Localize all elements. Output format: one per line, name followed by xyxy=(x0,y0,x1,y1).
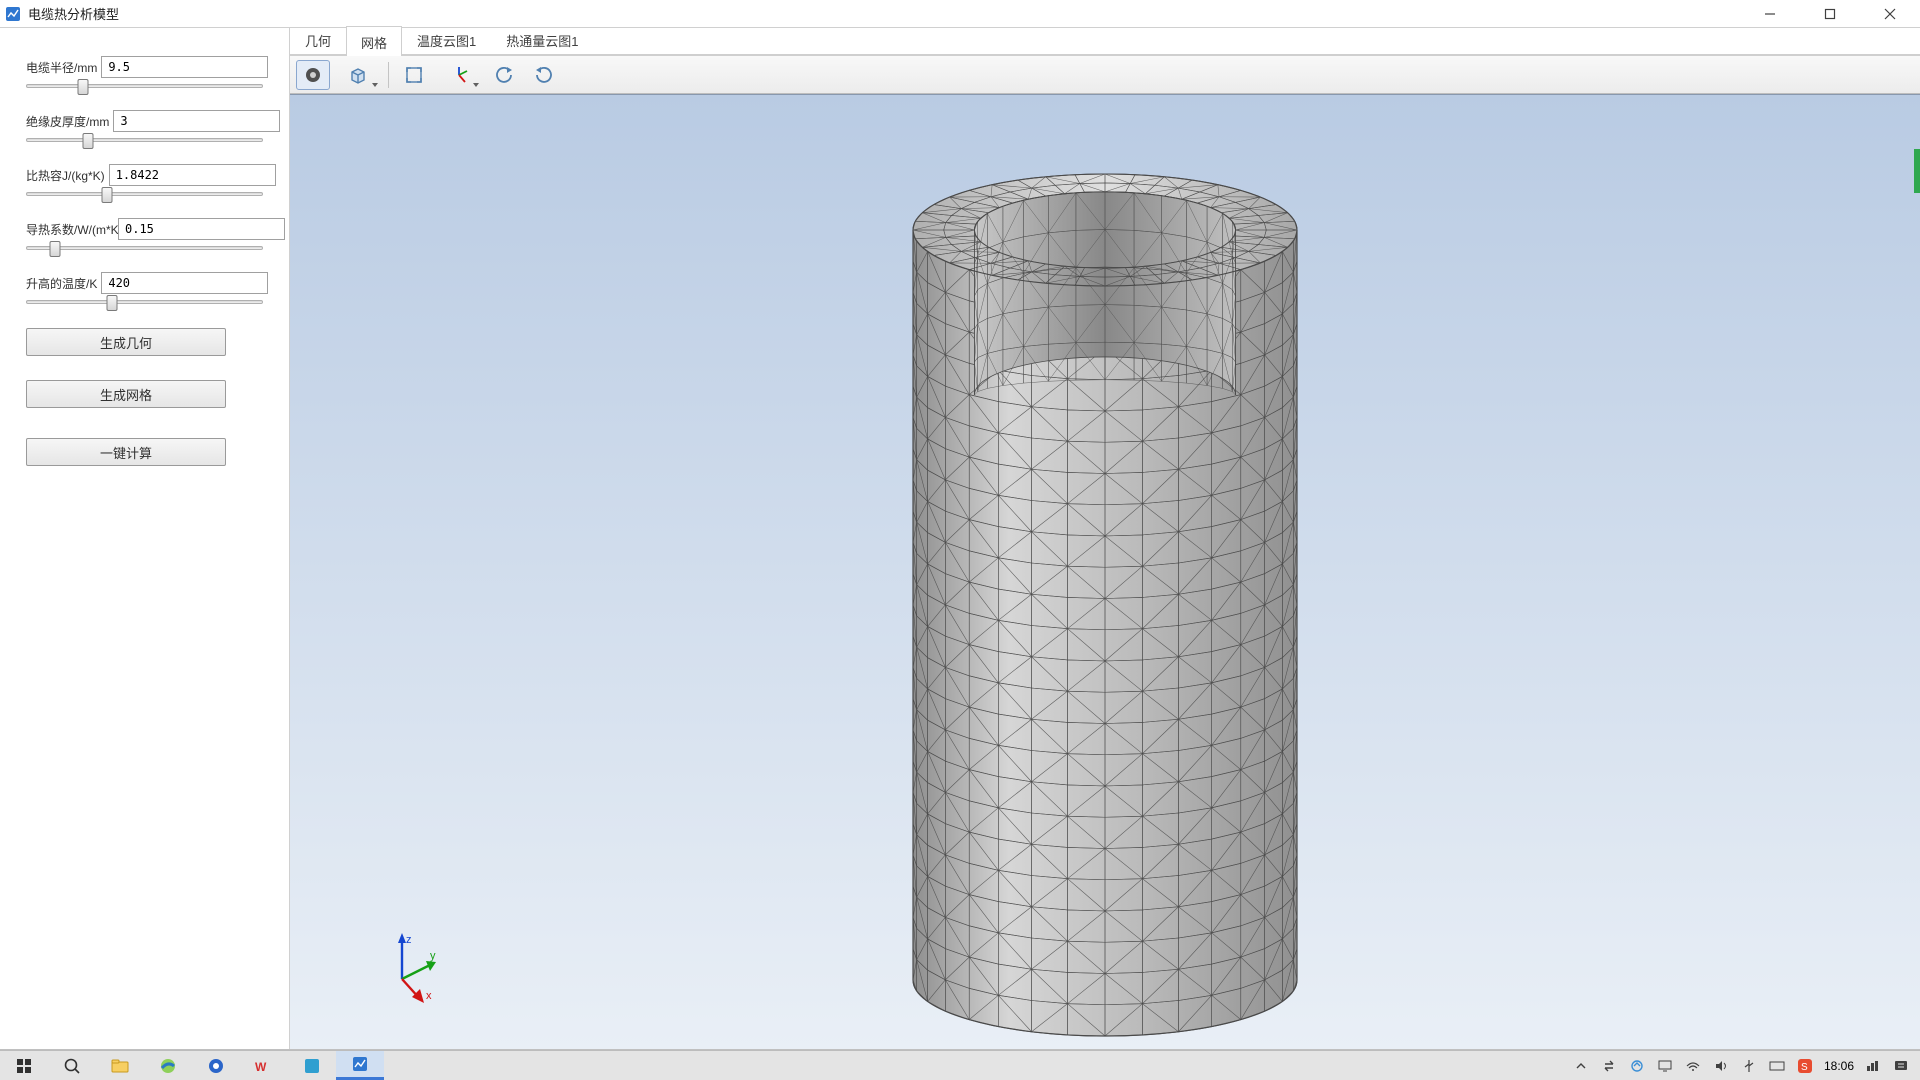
tray-keyboard-icon[interactable] xyxy=(1768,1057,1786,1075)
search-icon[interactable] xyxy=(48,1051,96,1080)
param-input-3[interactable] xyxy=(118,218,285,240)
browser-icon[interactable] xyxy=(192,1051,240,1080)
tray-chevron-icon[interactable] xyxy=(1572,1057,1590,1075)
rotate-cw-icon[interactable] xyxy=(527,60,561,90)
param-label: 电缆半径/mm xyxy=(26,59,97,76)
param-input-1[interactable] xyxy=(113,110,280,132)
maximize-button[interactable] xyxy=(1800,0,1860,28)
view-tabs: 几何网格温度云图1热通量云图1 xyxy=(290,28,1920,56)
tray-clock[interactable]: 18:06 xyxy=(1824,1059,1854,1073)
fit-view-icon[interactable] xyxy=(397,60,431,90)
param-slider-2[interactable] xyxy=(26,192,263,196)
browser-edge-icon[interactable] xyxy=(144,1051,192,1080)
tray-stats-icon[interactable] xyxy=(1864,1057,1882,1075)
file-explorer-icon[interactable] xyxy=(96,1051,144,1080)
window-controls xyxy=(1740,0,1920,28)
viewport-3d[interactable]: z y x xyxy=(290,94,1920,1049)
orientation-axes-icon[interactable] xyxy=(437,60,481,90)
tray-usb-icon[interactable] xyxy=(1740,1057,1758,1075)
box-cube-icon[interactable] xyxy=(336,60,380,90)
sidebar-panel: 电缆半径/mm 绝缘皮厚度/mm 比热容J/(kg*K) 导热系数/W/(m*K… xyxy=(0,28,290,1049)
param-input-2[interactable] xyxy=(109,164,276,186)
svg-text:x: x xyxy=(426,990,432,1002)
svg-text:S: S xyxy=(1801,1062,1808,1073)
param-input-0[interactable] xyxy=(101,56,268,78)
close-button[interactable] xyxy=(1860,0,1920,28)
render-mode-icon[interactable] xyxy=(296,60,330,90)
current-app-icon[interactable] xyxy=(336,1051,384,1080)
tray-monitor-icon[interactable] xyxy=(1656,1057,1674,1075)
minimize-button[interactable] xyxy=(1740,0,1800,28)
wps-icon[interactable]: W xyxy=(240,1051,288,1080)
tray-volume-icon[interactable] xyxy=(1712,1057,1730,1075)
param-slider-4[interactable] xyxy=(26,300,263,304)
param-label: 比热容J/(kg*K) xyxy=(26,167,105,184)
start-button[interactable] xyxy=(0,1051,48,1080)
view-toolbar xyxy=(290,56,1920,94)
tray-cloud-icon[interactable] xyxy=(1628,1057,1646,1075)
svg-text:W: W xyxy=(255,1060,267,1074)
param-label: 绝缘皮厚度/mm xyxy=(26,113,109,130)
orientation-triad: z y x xyxy=(384,933,440,989)
taskbar: W S 18:06 xyxy=(0,1050,1920,1080)
app-icon-blue[interactable] xyxy=(288,1051,336,1080)
param-label: 导热系数/W/(m*K) xyxy=(26,221,114,238)
rotate-ccw-icon[interactable] xyxy=(487,60,521,90)
tab-0[interactable]: 几何 xyxy=(290,24,346,54)
window-title: 电缆热分析模型 xyxy=(28,4,119,23)
mesh-canvas xyxy=(290,95,1920,1049)
tray-notifications-icon[interactable] xyxy=(1892,1057,1910,1075)
action-button-2[interactable]: 一键计算 xyxy=(26,438,226,466)
side-handle[interactable] xyxy=(1914,149,1920,193)
tab-3[interactable]: 热通量云图1 xyxy=(491,24,593,54)
window-titlebar: 电缆热分析模型 xyxy=(0,0,1920,28)
param-slider-1[interactable] xyxy=(26,138,263,142)
action-button-0[interactable]: 生成几何 xyxy=(26,328,226,356)
tab-2[interactable]: 温度云图1 xyxy=(402,24,491,54)
param-slider-3[interactable] xyxy=(26,246,263,250)
param-slider-0[interactable] xyxy=(26,84,263,88)
tab-1[interactable]: 网格 xyxy=(346,26,402,56)
tray-wifi-icon[interactable] xyxy=(1684,1057,1702,1075)
app-icon xyxy=(4,5,22,23)
param-label: 升高的温度/K xyxy=(26,275,97,292)
tray-ime-icon[interactable]: S xyxy=(1796,1057,1814,1075)
svg-text:y: y xyxy=(430,950,436,962)
tray-sync-icon[interactable] xyxy=(1600,1057,1618,1075)
svg-text:z: z xyxy=(406,934,412,946)
action-button-1[interactable]: 生成网格 xyxy=(26,380,226,408)
param-input-4[interactable] xyxy=(101,272,268,294)
